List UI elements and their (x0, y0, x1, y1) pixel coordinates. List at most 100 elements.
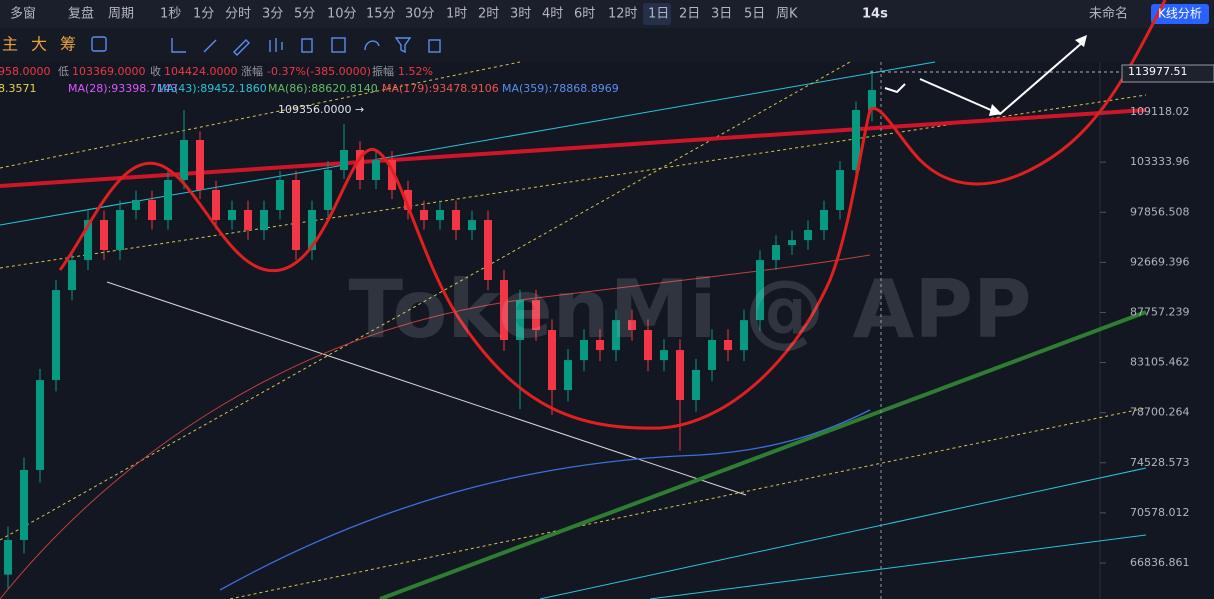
toolbar (0, 0, 1214, 28)
candle-body (180, 140, 188, 180)
period-button[interactable]: 4时 (542, 7, 563, 22)
candle-body (836, 170, 844, 210)
candle-body (36, 380, 44, 470)
period-button[interactable]: 10分 (327, 7, 357, 22)
period-button[interactable]: 1时 (446, 7, 467, 22)
icon[interactable] (331, 37, 346, 53)
y-tick-label: 87757.239 (1130, 305, 1190, 318)
candle-body (484, 220, 492, 280)
candle-body (356, 149, 364, 180)
price-box (1121, 64, 1214, 83)
candle-body (532, 300, 540, 331)
drawing-icons (91, 36, 441, 56)
icon[interactable] (364, 40, 380, 51)
candle-body (68, 260, 76, 291)
icon[interactable] (394, 37, 412, 54)
candle-body (788, 240, 796, 246)
ohlc-info: 103369.0000 (72, 65, 145, 78)
period-button[interactable]: 3时 (510, 7, 531, 22)
icon[interactable] (233, 39, 250, 56)
candle-body (628, 320, 636, 331)
ma-info: MA(359):78868.8969 (502, 82, 619, 95)
candle-body (388, 159, 396, 190)
candle-body (196, 140, 204, 190)
y-tick-label: 78700.264 (1130, 406, 1190, 419)
period-button[interactable]: 1秒 (160, 7, 181, 22)
candle-body (212, 189, 220, 221)
ohlc-info: 低 (58, 65, 69, 78)
ma-info: MA(28):93398.7143 (68, 82, 178, 95)
arrow (884, 83, 906, 94)
candle-body (564, 360, 572, 391)
indicator-tab[interactable]: 大 (31, 35, 47, 54)
candle-body (308, 209, 316, 251)
period-button[interactable]: 1日 (648, 7, 669, 22)
candle-body (676, 350, 684, 401)
replay-button[interactable]: 复盘 (68, 6, 94, 22)
icon[interactable] (91, 36, 107, 52)
candle-body (596, 339, 604, 351)
candle-body (52, 290, 60, 381)
period-button[interactable]: 1分 (193, 7, 214, 22)
y-tick-label: 66836.861 (1130, 556, 1190, 569)
candle-body (820, 209, 828, 231)
candle-body (692, 369, 700, 401)
icon[interactable] (203, 39, 217, 53)
candle-body (612, 320, 620, 351)
icon[interactable] (428, 39, 441, 53)
indicator-tab[interactable]: 筹 (60, 35, 76, 54)
candle-body (404, 189, 412, 210)
period-button[interactable]: 15分 (366, 7, 396, 22)
period-button[interactable]: 2日 (679, 7, 700, 22)
drawings (0, 61, 1147, 599)
candle-body (500, 279, 508, 340)
period-button[interactable]: 6时 (574, 7, 595, 22)
period-button[interactable]: 2时 (478, 7, 499, 22)
y-tick-label: 74528.573 (1130, 456, 1190, 469)
candle-body (644, 330, 652, 361)
candle-body (100, 220, 108, 251)
analysis-label[interactable]: K线分析 (1158, 7, 1202, 21)
candle-body (276, 179, 284, 210)
candle-body (340, 149, 348, 171)
support-line (379, 310, 1147, 599)
period-button[interactable]: 3日 (711, 7, 732, 22)
period-button[interactable]: 分时 (225, 7, 251, 22)
y-tick-label: 70578.012 (1130, 506, 1190, 519)
candle-body (580, 339, 588, 361)
icon[interactable] (269, 38, 283, 52)
ohlc-info: 振幅 (372, 64, 394, 78)
candle-body (164, 179, 172, 221)
candle-body (244, 209, 252, 231)
candle-body (868, 90, 876, 111)
period-button[interactable]: 周K (776, 7, 798, 22)
ma-info: MA(43):89452.1860 (157, 82, 267, 95)
indicator-tab[interactable]: 主 (2, 35, 18, 54)
candle-body (660, 350, 668, 361)
period-menu[interactable]: 周期 (108, 7, 134, 22)
ma-info: MA(179):93478.9106 (382, 82, 499, 95)
timer: 14s (862, 7, 888, 22)
period-button[interactable]: 5日 (744, 7, 765, 22)
icon[interactable] (171, 38, 186, 53)
active-period-highlight (643, 3, 671, 25)
layout-button[interactable]: 多窗 (10, 6, 36, 22)
icon[interactable] (301, 38, 313, 53)
analysis-button[interactable] (1151, 4, 1209, 24)
trend-line (0, 61, 936, 226)
candle-body (548, 330, 556, 391)
period-button[interactable]: 30分 (405, 7, 435, 22)
resistance-line (0, 108, 1147, 188)
workspace-name[interactable]: 未命名 (1089, 6, 1128, 22)
period-button[interactable]: 3分 (262, 7, 283, 22)
candle-body (772, 245, 780, 261)
hand-drawings (58, 0, 1167, 430)
period-button[interactable]: 5分 (294, 7, 315, 22)
ma-curve (219, 409, 871, 591)
watermark: TokenMi @ APP (348, 263, 1031, 356)
candle-body (4, 539, 12, 575)
ma-info: 8.3571 (0, 82, 37, 95)
period-button[interactable]: 12时 (608, 7, 638, 22)
candle-body (84, 220, 92, 261)
